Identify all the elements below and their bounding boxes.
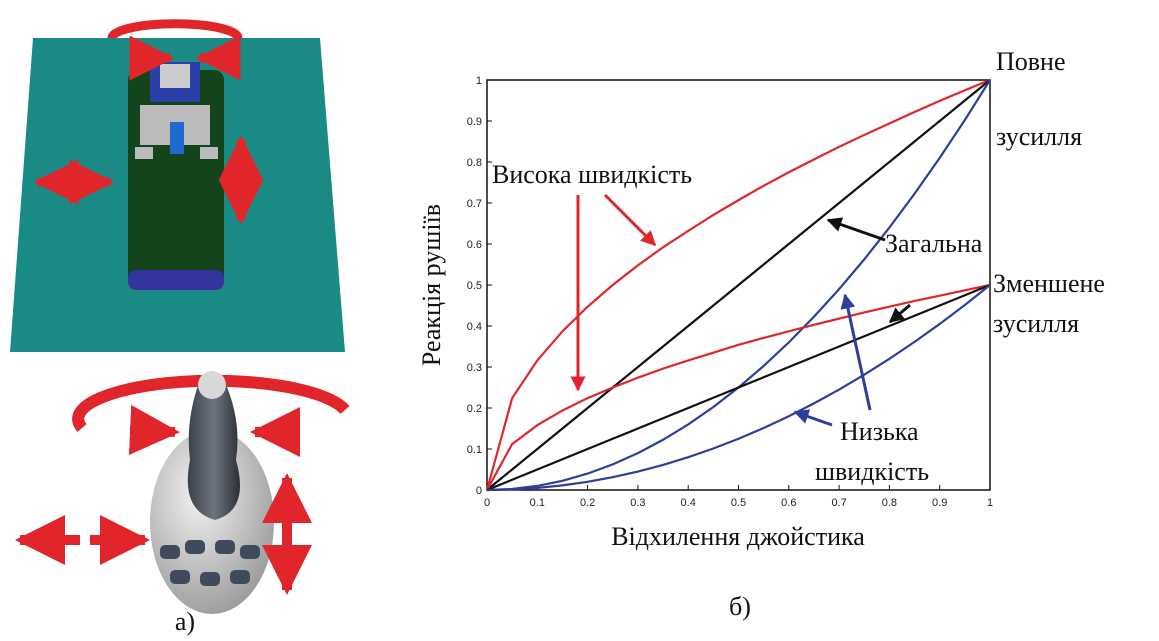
x-tick-label: 0.8 bbox=[882, 497, 897, 509]
ship-illustration bbox=[10, 24, 345, 352]
x-tick-label: 0 bbox=[484, 497, 490, 509]
annotation: Низька bbox=[840, 417, 919, 446]
annotation: зусилля bbox=[993, 309, 1079, 338]
y-axis-label: Реакція рушіїв bbox=[417, 204, 446, 366]
x-tick-label: 0.4 bbox=[681, 497, 696, 509]
y-tick-label: 0 bbox=[476, 485, 482, 497]
annotation: Висока швидкість bbox=[492, 160, 692, 189]
y-tick-label: 0.3 bbox=[467, 362, 482, 374]
x-tick-label: 0.5 bbox=[731, 497, 746, 509]
x-tick-label: 1 bbox=[987, 497, 993, 509]
x-tick-label: 0.3 bbox=[630, 497, 645, 509]
annotation: зусилля bbox=[996, 122, 1082, 151]
y-tick-label: 0.2 bbox=[467, 403, 482, 415]
y-tick-label: 0.1 bbox=[467, 444, 482, 456]
figure: а) б) Відхилення джойстика Реакція рушії… bbox=[0, 0, 1159, 641]
joystick-illustration bbox=[20, 371, 345, 614]
y-tick-label: 0.6 bbox=[467, 239, 482, 251]
panel-label: б) bbox=[729, 592, 751, 621]
y-tick-label: 0.7 bbox=[467, 198, 482, 210]
y-tick-label: 0.4 bbox=[467, 321, 482, 333]
y-tick-label: 0.5 bbox=[467, 280, 482, 292]
x-tick-label: 0.7 bbox=[831, 497, 846, 509]
x-tick-label: 0.9 bbox=[932, 497, 947, 509]
y-tick-label: 0.9 bbox=[467, 116, 482, 128]
x-tick-label: 0.2 bbox=[580, 497, 595, 509]
y-tick-label: 0.8 bbox=[467, 157, 482, 169]
annotation: Зменшене bbox=[993, 269, 1105, 298]
x-tick-label: 0.6 bbox=[781, 497, 796, 509]
plot: 0 0.1 0.2 0.3 0.4 0.5 0.6 0.7 0.8 0.9 1 0 0.1 0.2 0.3 0… bbox=[467, 47, 1105, 509]
annotation: Загальна bbox=[885, 229, 983, 258]
page: {"chart_data": {"type": "line", "xlabel"… bbox=[0, 0, 1159, 641]
annotation: швидкість bbox=[815, 457, 929, 486]
panel-label: а) bbox=[175, 607, 195, 636]
annotation: Повне bbox=[996, 47, 1066, 76]
y-tick-label: 1 bbox=[476, 75, 482, 87]
x-tick-label: 0.1 bbox=[530, 497, 545, 509]
x-axis-label: Відхилення джойстика bbox=[611, 522, 865, 551]
